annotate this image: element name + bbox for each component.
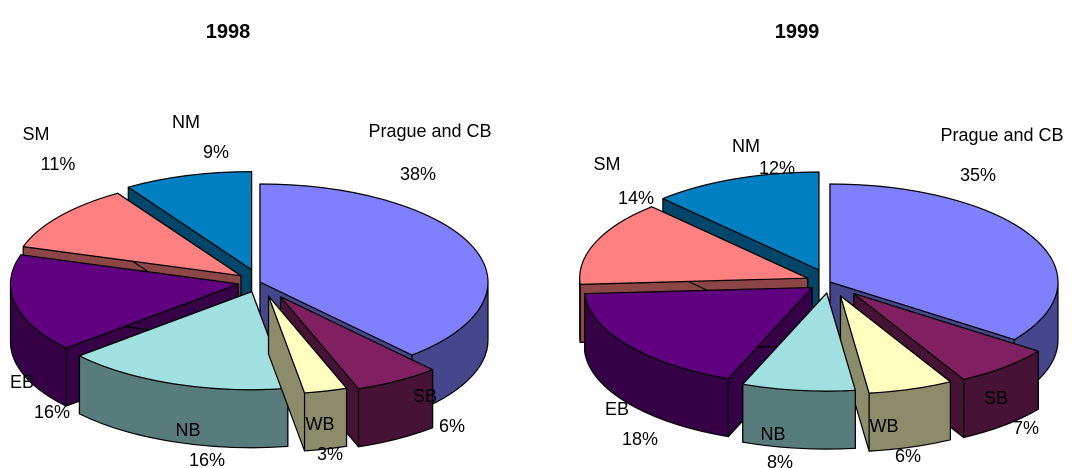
- label-nb: NB: [760, 424, 785, 444]
- slice-nm-top: [662, 171, 820, 271]
- label-nb: NB: [175, 420, 200, 440]
- chart-title: 1998: [206, 21, 251, 43]
- slice-sm-top: [579, 206, 809, 285]
- label-eb: EB: [10, 372, 34, 392]
- value-label-sm: 14%: [618, 188, 654, 208]
- value-label-sm: 11%: [41, 154, 76, 174]
- value-label-prague-and-cb: 38%: [400, 164, 436, 184]
- label-wb: WB: [306, 414, 335, 434]
- slice-nb-top: [742, 292, 856, 392]
- slice-nb: [78, 291, 289, 449]
- label-sb: SB: [984, 388, 1008, 408]
- label-eb: EB: [605, 399, 629, 419]
- slice-nm-top: [127, 171, 253, 271]
- slice-prague-and-cb-top: [829, 183, 1059, 341]
- slice-eb-top: [9, 254, 240, 349]
- value-label-nb: 16%: [189, 450, 225, 468]
- slice-wb: [267, 295, 348, 452]
- value-label-nb: 8%: [767, 452, 793, 468]
- slice-eb-top: [584, 286, 813, 380]
- label-sb: SB: [413, 386, 437, 406]
- label-prague-and-cb: Prague and CB: [368, 121, 491, 141]
- slice-wb-top: [839, 295, 951, 394]
- label-sm: SM: [594, 154, 621, 174]
- label-wb: WB: [870, 416, 899, 436]
- value-label-eb: 16%: [34, 402, 70, 422]
- value-label-sb: 7%: [1013, 418, 1039, 438]
- slice-sb-top: [853, 293, 1039, 381]
- value-label-nm: 12%: [759, 158, 795, 178]
- value-label-sb: 6%: [439, 416, 465, 436]
- slice-sb-top: [279, 296, 434, 390]
- label-nm: NM: [172, 112, 200, 132]
- slice-wb-top: [267, 295, 348, 394]
- slice-eb: [584, 286, 813, 438]
- slice-nb: [742, 292, 856, 450]
- slice-nb-top: [78, 291, 289, 391]
- value-label-wb: 6%: [895, 446, 921, 466]
- label-sm: SM: [23, 124, 50, 144]
- label-prague-and-cb: Prague and CB: [940, 125, 1063, 145]
- slice-sm-top: [22, 192, 242, 277]
- chart-title: 1999: [775, 21, 820, 43]
- value-label-wb: 3%: [317, 444, 343, 464]
- label-nm: NM: [732, 136, 760, 156]
- slice-prague-and-cb-top: [259, 183, 489, 356]
- value-label-nm: 9%: [203, 142, 229, 162]
- slice-wb: [839, 295, 951, 452]
- value-label-eb: 18%: [622, 429, 658, 449]
- value-label-prague-and-cb: 35%: [960, 165, 996, 185]
- pie-chart-1999: 1999 Prague and CB 35% SB7% WB 6% NB 8% EB 18% SM 1…: [579, 21, 1064, 468]
